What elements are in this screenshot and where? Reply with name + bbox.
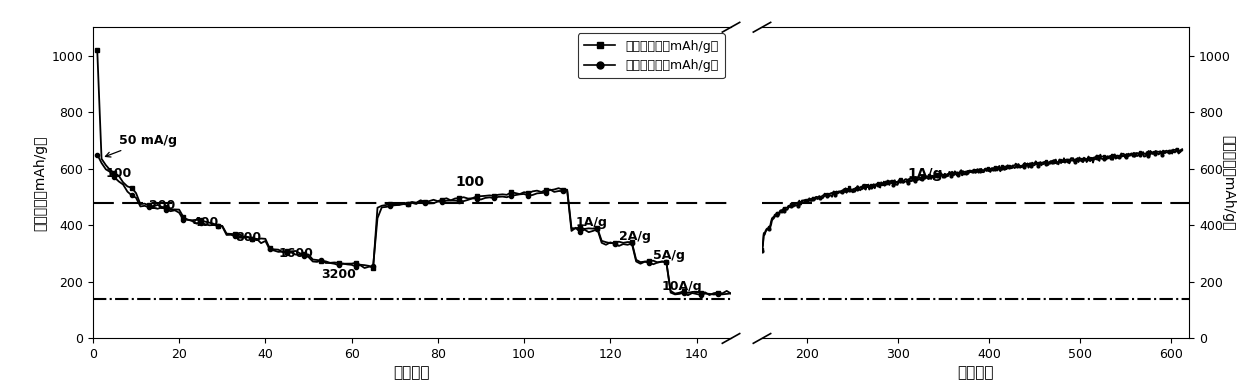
X-axis label: 循环次数: 循环次数 bbox=[394, 365, 430, 380]
Legend: 充电比容量（mAh/g）, 放电比容量（mAh/g）: 充电比容量（mAh/g）, 放电比容量（mAh/g） bbox=[577, 33, 725, 78]
Text: 5A/g: 5A/g bbox=[653, 249, 685, 262]
放电比容量（mAh/g） bbox=[680, 293, 695, 298]
Y-axis label: 克比容量（mAh/g）: 克比容量（mAh/g） bbox=[1222, 135, 1235, 231]
Text: 200: 200 bbox=[149, 199, 175, 212]
Text: 100: 100 bbox=[455, 175, 484, 189]
Text: 800: 800 bbox=[235, 231, 261, 244]
充电比容量（mAh/g） bbox=[89, 47, 104, 52]
放电比容量（mAh/g） bbox=[538, 190, 553, 195]
放电比容量（mAh/g） bbox=[211, 223, 225, 228]
放电比容量（mAh/g） bbox=[478, 196, 493, 200]
充电比容量（mAh/g） bbox=[724, 291, 738, 296]
充电比容量（mAh/g） bbox=[133, 202, 147, 207]
Text: 1600: 1600 bbox=[279, 247, 313, 260]
充电比容量（mAh/g） bbox=[538, 188, 553, 193]
Text: 2A/g: 2A/g bbox=[620, 230, 650, 243]
Text: 1A/g: 1A/g bbox=[907, 167, 943, 181]
Text: 3200: 3200 bbox=[321, 268, 357, 280]
放电比容量（mAh/g） bbox=[724, 291, 738, 296]
Text: 50 mA/g: 50 mA/g bbox=[105, 134, 177, 157]
放电比容量（mAh/g） bbox=[89, 152, 104, 157]
Text: 100: 100 bbox=[105, 167, 133, 180]
Text: 400: 400 bbox=[192, 216, 218, 229]
充电比容量（mAh/g） bbox=[392, 202, 406, 207]
充电比容量（mAh/g） bbox=[211, 223, 225, 228]
放电比容量（mAh/g） bbox=[404, 201, 419, 205]
充电比容量（mAh/g） bbox=[703, 293, 717, 298]
放电比容量（mAh/g） bbox=[392, 203, 406, 207]
X-axis label: 循环次数: 循环次数 bbox=[958, 365, 994, 380]
Y-axis label: 克比容量（mAh/g）: 克比容量（mAh/g） bbox=[33, 135, 47, 231]
Text: 10A/g: 10A/g bbox=[662, 280, 703, 293]
放电比容量（mAh/g） bbox=[133, 204, 147, 209]
Line: 放电比容量（mAh/g）: 放电比容量（mAh/g） bbox=[95, 152, 733, 297]
Text: 1A/g: 1A/g bbox=[576, 216, 607, 229]
充电比容量（mAh/g） bbox=[404, 200, 419, 204]
Line: 充电比容量（mAh/g）: 充电比容量（mAh/g） bbox=[95, 48, 733, 297]
充电比容量（mAh/g） bbox=[478, 193, 493, 198]
